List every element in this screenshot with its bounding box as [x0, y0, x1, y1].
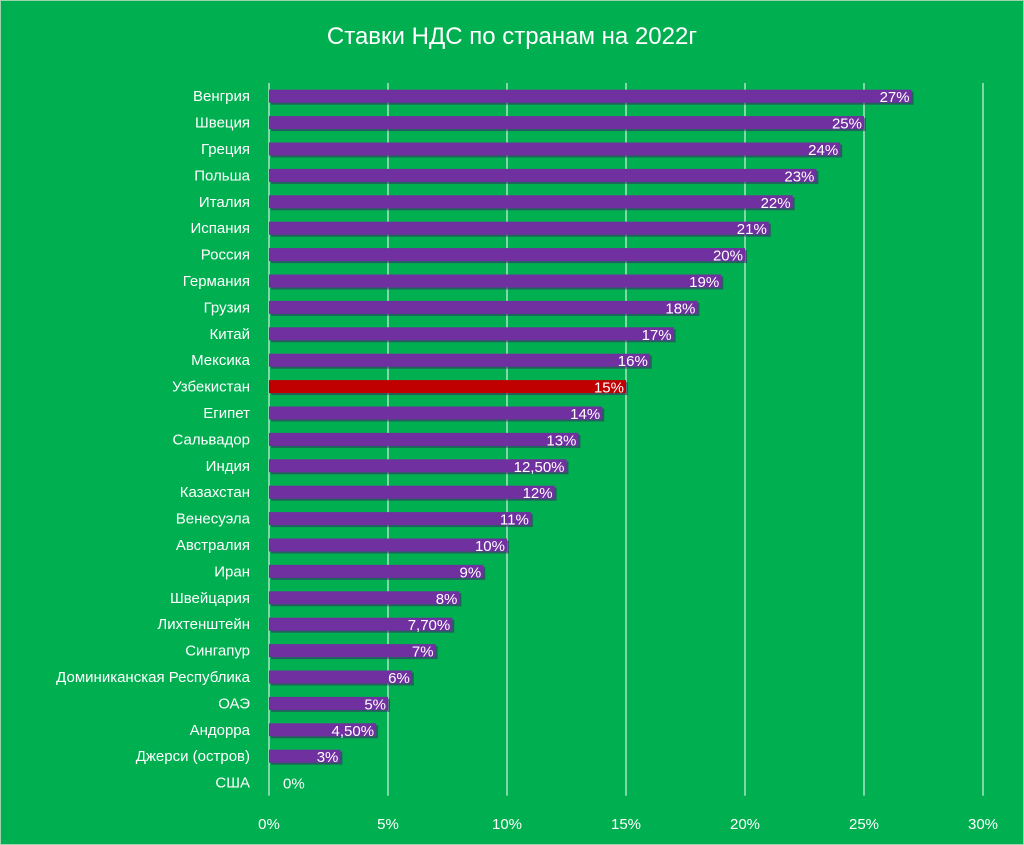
bar — [269, 300, 698, 314]
category-label: ОАЭ — [218, 695, 250, 712]
data-label: 5% — [364, 696, 386, 713]
bar-series — [269, 89, 914, 765]
bar — [269, 459, 567, 473]
data-label: 14% — [570, 406, 600, 423]
category-label: Китай — [209, 326, 250, 343]
bar — [269, 512, 531, 526]
bar — [269, 538, 507, 552]
data-label: 17% — [642, 327, 672, 344]
bar — [269, 168, 817, 182]
bar — [269, 248, 745, 262]
value-axis: 0% 5% 10% 15% 20% 25% 30% — [258, 816, 998, 833]
bar — [269, 670, 412, 684]
data-label: 6% — [388, 670, 410, 687]
bar — [269, 380, 626, 394]
bar — [269, 142, 841, 156]
category-label: Индия — [206, 458, 250, 475]
bar — [269, 274, 722, 288]
data-label: 15% — [594, 380, 624, 397]
category-label: Испания — [190, 220, 250, 237]
category-label: Иран — [214, 563, 250, 580]
bar — [269, 591, 460, 605]
category-label: Польша — [194, 167, 250, 184]
data-label: 23% — [784, 168, 814, 185]
category-label: Греция — [201, 141, 250, 158]
data-label: 12,50% — [514, 459, 565, 476]
data-label: 10% — [475, 538, 505, 555]
category-label: Узбекистан — [172, 379, 250, 396]
bar — [269, 644, 436, 658]
data-label: 0% — [283, 776, 305, 793]
category-label: Сальвадор — [173, 431, 251, 448]
data-label: 9% — [460, 564, 482, 581]
category-label: США — [215, 775, 250, 792]
data-label: 18% — [665, 300, 695, 317]
category-label: Доминиканская Республика — [56, 669, 250, 686]
bar — [269, 617, 453, 631]
category-label: Германия — [183, 273, 250, 290]
data-label: 11% — [500, 512, 529, 529]
chart-title: Ставки НДС по странам на 2022г — [326, 23, 698, 50]
data-label: 7% — [412, 644, 434, 661]
data-label: 19% — [689, 274, 719, 291]
data-label: 13% — [546, 432, 576, 449]
bar — [269, 327, 674, 341]
category-label: Сингапур — [185, 643, 250, 660]
bar — [269, 749, 341, 763]
x-tick-label: 30% — [968, 816, 998, 833]
data-label: 3% — [317, 749, 339, 766]
data-label: 24% — [808, 142, 838, 159]
category-label: Австралия — [176, 537, 250, 554]
category-label: Казахстан — [180, 484, 250, 501]
x-tick-label: 5% — [377, 816, 399, 833]
data-label: 8% — [436, 591, 458, 608]
bar — [269, 485, 555, 499]
bar — [269, 221, 769, 235]
data-label: 12% — [523, 485, 553, 502]
data-labels: 27% 25% 24% 23% 22% 21% 20% 19% 18% 17% 16% 15% 14% 1… — [283, 89, 910, 792]
x-tick-label: 15% — [611, 816, 641, 833]
x-tick-label: 20% — [730, 816, 760, 833]
x-tick-label: 0% — [258, 816, 280, 833]
category-label: Грузия — [204, 299, 250, 316]
data-label: 21% — [737, 221, 767, 238]
bar — [269, 432, 579, 446]
category-label: Египет — [203, 405, 250, 422]
data-label: 20% — [713, 248, 743, 265]
category-label: Венгрия — [193, 88, 250, 105]
bar — [269, 116, 864, 130]
bar — [269, 89, 912, 103]
category-label: Россия — [201, 247, 250, 264]
data-label: 27% — [880, 89, 910, 106]
bar — [269, 696, 388, 710]
category-label: Лихтенштейн — [157, 616, 250, 633]
data-label: 16% — [618, 353, 648, 370]
bar — [269, 353, 650, 367]
data-label: 7,70% — [408, 617, 451, 634]
data-label: 4,50% — [332, 723, 375, 740]
category-label: Андорра — [190, 722, 251, 739]
x-tick-label: 10% — [492, 816, 522, 833]
bar — [269, 195, 793, 209]
category-label: Швейцария — [170, 590, 250, 607]
category-label: Венесуэла — [176, 511, 251, 528]
category-label: Джерси (остров) — [136, 748, 250, 765]
bar — [269, 723, 377, 737]
category-label: Швеция — [195, 115, 250, 132]
data-label: 22% — [761, 195, 791, 212]
category-label: Италия — [199, 194, 250, 211]
data-label: 25% — [832, 116, 862, 133]
bar — [269, 564, 484, 578]
category-axis: Венгрия Швеция Греция Польша Италия Испания Ро… — [56, 88, 250, 791]
x-tick-label: 25% — [849, 816, 879, 833]
category-label: Мексика — [191, 352, 251, 369]
bar — [269, 406, 603, 420]
